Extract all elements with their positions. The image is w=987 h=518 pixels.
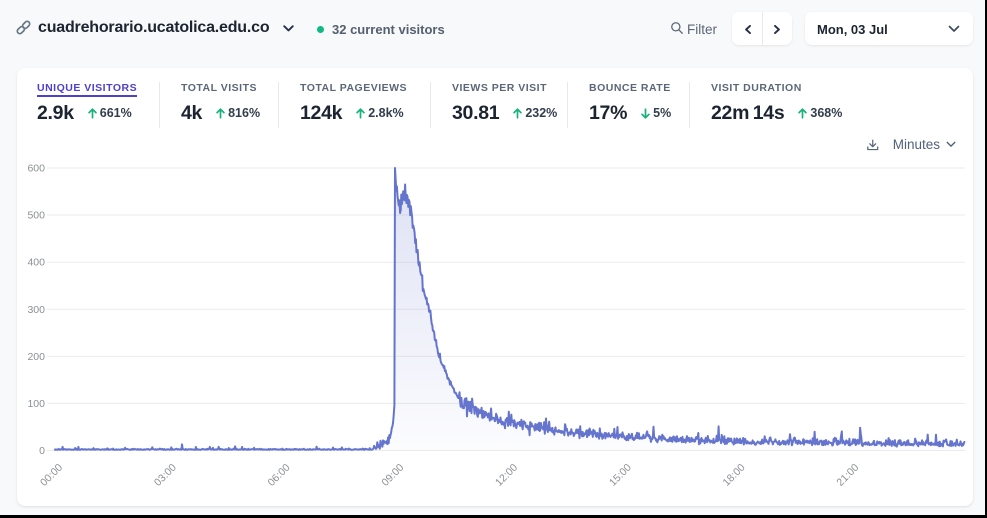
- svg-text:12:00: 12:00: [493, 462, 520, 489]
- svg-text:18:00: 18:00: [721, 462, 748, 489]
- svg-text:500: 500: [27, 210, 45, 222]
- svg-text:0: 0: [39, 445, 45, 457]
- svg-text:15:00: 15:00: [607, 462, 634, 489]
- svg-text:03:00: 03:00: [152, 462, 179, 489]
- svg-text:200: 200: [27, 351, 45, 363]
- svg-text:600: 600: [27, 163, 45, 175]
- svg-text:09:00: 09:00: [379, 462, 406, 489]
- svg-text:21:00: 21:00: [834, 462, 861, 489]
- svg-text:300: 300: [27, 304, 45, 316]
- svg-text:00:00: 00:00: [38, 462, 65, 489]
- svg-text:100: 100: [27, 398, 45, 410]
- svg-text:06:00: 06:00: [266, 462, 293, 489]
- svg-text:400: 400: [27, 257, 45, 269]
